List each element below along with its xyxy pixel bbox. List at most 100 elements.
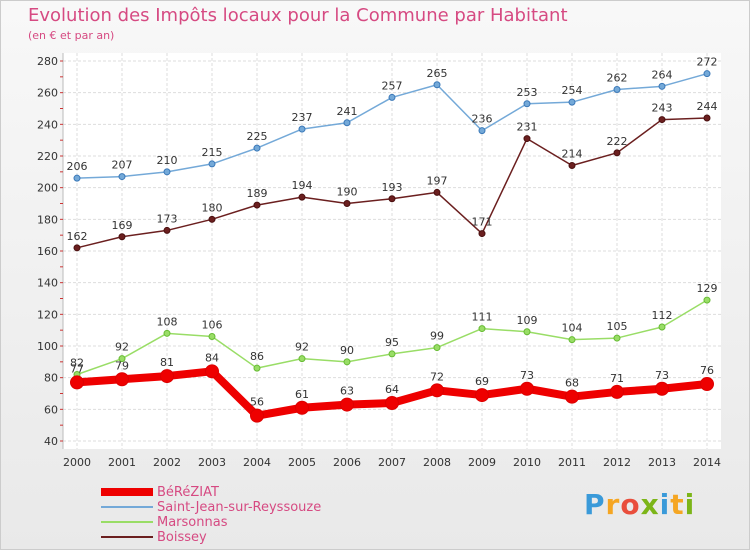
data-label: 180 bbox=[202, 201, 223, 214]
data-label: 173 bbox=[157, 212, 178, 225]
data-point bbox=[610, 384, 624, 399]
data-point bbox=[298, 125, 306, 133]
data-label: 207 bbox=[112, 159, 133, 172]
x-tick-label: 2011 bbox=[558, 456, 586, 469]
x-tick-label: 2009 bbox=[468, 456, 496, 469]
data-point bbox=[163, 226, 171, 234]
data-label: 222 bbox=[607, 135, 628, 148]
data-label: 81 bbox=[160, 356, 174, 369]
legend-swatch bbox=[101, 521, 153, 523]
legend-item: Boissey bbox=[101, 530, 401, 545]
data-point bbox=[388, 350, 396, 358]
brand-letter: x bbox=[640, 488, 660, 521]
data-point bbox=[703, 296, 711, 304]
y-tick-label: 220 bbox=[37, 150, 58, 163]
data-label: 190 bbox=[337, 186, 358, 199]
data-label: 265 bbox=[427, 67, 448, 80]
data-label: 262 bbox=[607, 72, 628, 85]
data-label: 241 bbox=[337, 105, 358, 118]
brand-letter: P bbox=[584, 488, 606, 521]
chart-title: Evolution des Impôts locaux pour la Comm… bbox=[28, 5, 568, 26]
y-tick-label: 180 bbox=[37, 213, 58, 226]
data-point bbox=[388, 93, 396, 101]
data-label: 162 bbox=[67, 230, 88, 243]
brand-letter: o bbox=[620, 488, 641, 521]
x-tick-label: 2006 bbox=[333, 456, 361, 469]
data-point bbox=[385, 396, 399, 410]
data-point bbox=[568, 336, 576, 344]
x-tick-label: 2003 bbox=[198, 456, 226, 469]
data-label: 112 bbox=[652, 309, 673, 322]
data-point bbox=[433, 81, 441, 89]
data-label: 272 bbox=[697, 56, 718, 69]
data-label: 106 bbox=[202, 319, 223, 332]
data-label: 206 bbox=[67, 160, 88, 173]
data-label: 254 bbox=[562, 84, 583, 97]
data-point bbox=[343, 200, 351, 207]
data-label: 71 bbox=[610, 372, 624, 385]
data-point bbox=[658, 116, 666, 124]
data-label: 197 bbox=[427, 174, 448, 187]
data-point bbox=[613, 149, 621, 157]
y-tick-label: 60 bbox=[44, 403, 58, 416]
data-label: 82 bbox=[70, 357, 84, 370]
data-point bbox=[205, 364, 219, 379]
y-tick-label: 100 bbox=[37, 340, 58, 353]
data-label: 95 bbox=[385, 336, 399, 349]
data-label: 73 bbox=[655, 369, 669, 382]
data-label: 105 bbox=[607, 320, 628, 333]
data-point bbox=[568, 98, 576, 106]
data-label: 72 bbox=[430, 370, 444, 383]
data-point bbox=[475, 388, 489, 403]
legend-label: BéRéZIAT bbox=[157, 485, 219, 500]
data-label: 69 bbox=[475, 375, 489, 388]
legend-item: BéRéZIAT bbox=[101, 485, 401, 500]
legend-swatch bbox=[101, 536, 153, 538]
data-point bbox=[388, 195, 396, 203]
data-label: 92 bbox=[115, 341, 129, 354]
data-point bbox=[523, 135, 531, 143]
chart-subtitle: (en € et par an) bbox=[28, 29, 115, 42]
data-label: 243 bbox=[652, 102, 673, 115]
legend-label: Saint-Jean-sur-Reyssouze bbox=[157, 500, 322, 515]
data-label: 92 bbox=[295, 341, 309, 354]
data-point bbox=[523, 100, 531, 108]
y-tick-label: 200 bbox=[37, 182, 58, 195]
brand-logo: Proxiti bbox=[584, 488, 695, 521]
data-point bbox=[523, 328, 531, 336]
data-point bbox=[118, 173, 126, 181]
data-label: 215 bbox=[202, 146, 223, 159]
y-tick-label: 280 bbox=[37, 55, 58, 68]
data-label: 64 bbox=[385, 383, 399, 396]
x-tick-label: 2007 bbox=[378, 456, 406, 469]
data-label: 108 bbox=[157, 315, 178, 328]
x-tick-label: 2012 bbox=[603, 456, 631, 469]
legend-item: Marsonnas bbox=[101, 515, 401, 530]
data-label: 193 bbox=[382, 181, 403, 194]
legend-label: Marsonnas bbox=[157, 515, 228, 530]
data-label: 257 bbox=[382, 79, 403, 92]
data-point bbox=[250, 408, 264, 423]
data-point bbox=[478, 230, 486, 238]
data-label: 237 bbox=[292, 111, 313, 124]
x-tick-label: 2005 bbox=[288, 456, 316, 469]
x-tick-label: 2002 bbox=[153, 456, 181, 469]
data-label: 189 bbox=[247, 187, 268, 200]
data-point bbox=[433, 344, 441, 352]
data-label: 86 bbox=[250, 350, 264, 363]
data-point bbox=[298, 193, 306, 201]
data-point bbox=[343, 119, 351, 127]
data-point bbox=[208, 160, 216, 168]
data-point bbox=[295, 400, 309, 415]
data-label: 194 bbox=[292, 179, 313, 192]
data-label: 68 bbox=[565, 377, 579, 390]
legend-label: Boissey bbox=[157, 530, 207, 545]
data-point bbox=[70, 375, 84, 390]
data-label: 76 bbox=[700, 364, 714, 377]
data-label: 171 bbox=[472, 216, 493, 229]
x-tick-label: 2010 bbox=[513, 456, 541, 469]
data-point bbox=[208, 333, 216, 340]
data-point bbox=[613, 334, 621, 342]
data-point bbox=[430, 383, 444, 398]
